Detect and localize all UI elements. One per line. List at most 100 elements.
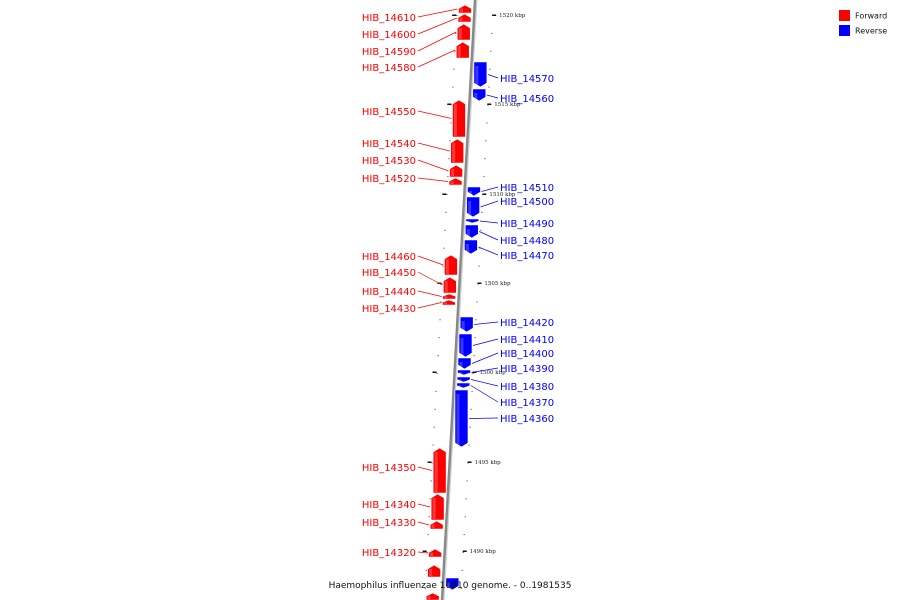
gene-label[interactable]: HIB_14400 (500, 349, 554, 360)
minor-tick (474, 337, 476, 339)
gene-label[interactable]: HIB_14340 (362, 500, 416, 511)
gene-arrow (457, 369, 471, 376)
gene-label[interactable]: HIB_14500 (500, 197, 554, 208)
gene-label[interactable]: HIB_14420 (500, 318, 554, 329)
minor-tick (488, 86, 490, 88)
minor-tick (442, 265, 444, 267)
major-tick-right (487, 103, 492, 105)
gene-label[interactable]: HIB_14520 (362, 174, 416, 185)
gene-leader-line (486, 94, 499, 99)
gene-leader-line (417, 110, 452, 119)
backbone-layer (440, 0, 478, 600)
gene-arrow (457, 13, 472, 23)
minor-tick (478, 265, 480, 267)
minor-tick (463, 534, 465, 536)
minor-tick (432, 444, 434, 446)
gene-highlight (434, 452, 438, 492)
gene-layer (425, 4, 488, 600)
gene-arrow (432, 447, 447, 494)
gene-leader-line (417, 31, 457, 52)
gene-label[interactable]: HIB_14350 (362, 463, 416, 474)
gene-label[interactable]: HIB_14410 (500, 335, 554, 346)
gene-highlight (430, 552, 434, 556)
minor-tick (484, 158, 486, 160)
major-tick-left (447, 103, 452, 105)
gene-label[interactable]: HIB_14600 (362, 30, 416, 41)
minor-tick (452, 86, 454, 88)
tick-label: 1520 kbp (499, 13, 526, 19)
gene-highlight (444, 281, 448, 292)
gene-label[interactable]: HIB_14330 (362, 518, 416, 529)
minor-tick (451, 104, 453, 106)
gene-arrow (473, 61, 488, 88)
gene-highlight (459, 17, 463, 21)
gene-arrow (458, 333, 473, 358)
gene-leader-line (417, 503, 431, 508)
minor-tick (472, 373, 474, 374)
minor-tick (425, 569, 427, 571)
minor-tick (470, 408, 472, 410)
minor-tick (446, 194, 448, 195)
gene-arrow (457, 357, 472, 370)
minor-tick (434, 408, 436, 410)
minor-tick (428, 516, 430, 518)
gene-label[interactable]: HIB_14470 (500, 251, 554, 262)
gene-label[interactable]: HIB_14560 (500, 94, 554, 105)
gene-label[interactable]: HIB_14440 (362, 287, 416, 298)
minor-tick (431, 462, 433, 464)
gene-leader-line (471, 367, 499, 373)
minor-tick (439, 319, 441, 321)
gene-leader-line (417, 521, 430, 526)
gene-highlight (452, 143, 456, 162)
minor-tick (462, 552, 464, 553)
gene-arrow (464, 224, 479, 239)
gene-label[interactable]: HIB_14360 (500, 414, 554, 425)
gene-arrow (459, 316, 474, 333)
backbone-shadow (442, 0, 478, 600)
gene-highlight (467, 220, 471, 222)
gene-highlight (459, 362, 463, 368)
gene-highlight (458, 385, 462, 387)
gene-highlight (444, 296, 448, 298)
gene-label[interactable]: HIB_14540 (362, 139, 416, 150)
gene-label[interactable]: HIB_14380 (500, 382, 554, 393)
major-tick-left (432, 371, 437, 373)
major-tick-left (427, 461, 432, 463)
minor-tick (485, 140, 487, 142)
gene-arrow (456, 376, 471, 383)
gene-label[interactable]: HIB_14370 (500, 398, 554, 409)
gene-label[interactable]: HIB_14580 (362, 63, 416, 74)
gene-label[interactable]: HIB_14390 (500, 364, 554, 375)
minor-tick (454, 50, 456, 52)
minor-tick (469, 426, 471, 428)
gene-leader-line (481, 186, 499, 192)
gene-label[interactable]: HIB_14320 (362, 548, 416, 559)
gene-label[interactable]: HIB_14450 (362, 268, 416, 279)
gene-label[interactable]: HIB_14610 (362, 13, 416, 24)
minor-tick (437, 355, 439, 357)
gene-arrow (465, 218, 480, 224)
backbone-line (440, 0, 477, 600)
gene-highlight (456, 394, 460, 446)
gene-label[interactable]: HIB_14590 (362, 47, 416, 58)
minor-tick (438, 337, 440, 339)
gene-label[interactable]: HIB_14460 (362, 252, 416, 263)
minor-tick (453, 68, 455, 70)
minor-tick (436, 373, 438, 374)
gene-label[interactable]: HIB_14430 (362, 304, 416, 315)
gene-leader-line (472, 338, 499, 346)
major-tick-right (492, 14, 497, 16)
gene-highlight (445, 259, 449, 274)
gene-label[interactable]: HIB_14550 (362, 107, 416, 118)
gene-label[interactable]: HIB_14570 (500, 74, 554, 85)
gene-label[interactable]: HIB_14530 (362, 156, 416, 167)
gene-label[interactable]: HIB_14510 (500, 183, 554, 194)
minor-tick (429, 498, 431, 500)
minor-tick (461, 569, 463, 571)
gene-label[interactable]: HIB_14490 (500, 219, 554, 230)
gene-arrow (455, 41, 470, 59)
minor-tick (444, 229, 446, 231)
gene-leader-line (480, 200, 499, 208)
gene-label[interactable]: HIB_14480 (500, 236, 554, 247)
